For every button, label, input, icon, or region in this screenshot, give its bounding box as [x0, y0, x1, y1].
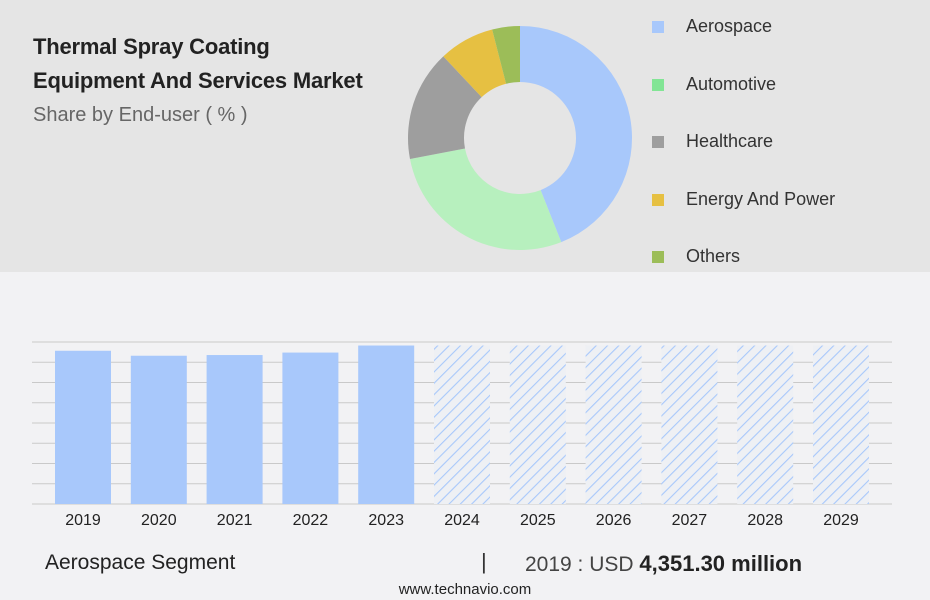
- bar-2027: [661, 345, 718, 504]
- bar-2026: [585, 345, 642, 504]
- x-tick-label: 2022: [293, 512, 329, 529]
- legend-swatch-healthcare: [652, 136, 664, 148]
- bar-chart: 2019 2020 2021 2022 2023 2024 2025 2026 2027 2028…: [32, 341, 892, 529]
- legend-label-aerospace: Aerospace: [686, 16, 773, 36]
- donut-slice-others: [492, 26, 520, 84]
- x-tick-label: 2025: [520, 512, 556, 529]
- legend-item-aerospace: Aerospace: [652, 14, 835, 72]
- legend-label-healthcare: Healthcare: [686, 131, 774, 151]
- x-tick-label: 2026: [596, 512, 632, 529]
- bar-2023: [358, 345, 415, 504]
- x-tick-label: 2019: [65, 512, 101, 529]
- donut-slice-energy-and-power: [443, 29, 507, 98]
- legend-swatch-others: [652, 251, 664, 263]
- legend-swatch-energy-and-power: [652, 193, 664, 206]
- footer-year-value: 2019 : USD 4,351.30 million: [525, 551, 802, 577]
- title-line-2: Equipment And Services Market: [33, 68, 363, 93]
- bar-2024: [434, 345, 490, 504]
- legend-label-automotive: Automotive: [686, 73, 777, 94]
- footer-segment-label: Aerospace Segment: [45, 551, 236, 574]
- legend-item-energy-and-power: Energy And Power: [652, 187, 835, 245]
- x-tick-label: 2021: [217, 512, 253, 529]
- chart-subtitle: Share by End-user ( % ): [33, 104, 248, 126]
- bar-2022: [282, 352, 339, 504]
- donut-slice-aerospace: [520, 26, 632, 243]
- legend-label-energy-and-power: Energy And Power: [686, 188, 836, 209]
- legend: Aerospace Automotive Healthcare Energy A…: [652, 14, 835, 302]
- title-line-1: Thermal Spray Coating: [33, 34, 270, 59]
- bar-2020: [130, 355, 187, 504]
- bar-2019: [55, 350, 111, 504]
- source-url: www.technavio.com: [398, 581, 532, 598]
- donut-chart: [408, 26, 632, 250]
- legend-swatch-aerospace: [652, 21, 664, 33]
- footer-year-label: 2019 : USD: [525, 553, 634, 576]
- bar-2028: [737, 345, 794, 504]
- footer-separator: |: [481, 549, 487, 574]
- x-tick-label: 2029: [823, 512, 859, 529]
- legend-label-others: Others: [686, 246, 741, 266]
- legend-item-automotive: Automotive: [652, 72, 835, 130]
- legend-item-healthcare: Healthcare: [652, 129, 835, 187]
- x-tick-label: 2023: [368, 512, 404, 529]
- bar-2021: [206, 355, 263, 504]
- x-tick-label: 2020: [141, 512, 177, 529]
- legend-swatch-automotive: [652, 78, 664, 91]
- bar-2025: [509, 345, 566, 504]
- bar-2029: [813, 345, 869, 504]
- chart-title: Thermal Spray Coating Equipment And Serv…: [33, 30, 433, 98]
- x-tick-label: 2024: [444, 512, 480, 529]
- footer-value: 4,351.30 million: [639, 551, 803, 576]
- legend-item-others: Others: [652, 244, 835, 302]
- x-tick-label: 2028: [747, 512, 783, 529]
- donut-slice-healthcare: [408, 56, 482, 159]
- donut-slice-automotive: [409, 148, 562, 250]
- x-tick-label: 2027: [672, 512, 708, 529]
